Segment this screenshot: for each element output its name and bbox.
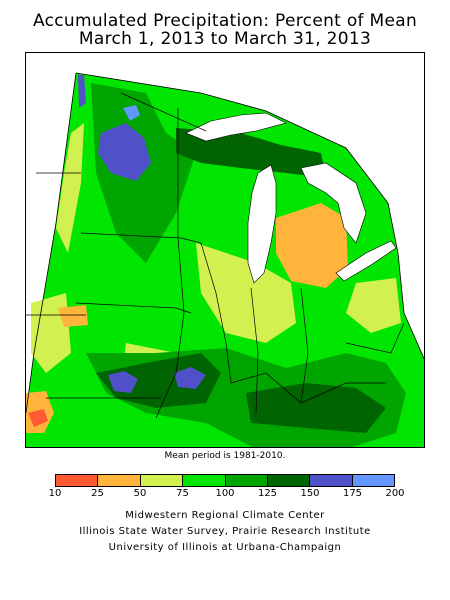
dark-green-region-north (176, 128, 326, 178)
orange-region-iowa (58, 305, 88, 327)
legend-tick: 100 (215, 488, 235, 499)
legend-swatch-125-150 (267, 475, 311, 486)
precipitation-map-svg (26, 53, 424, 447)
light-blue-region-minnesota (123, 105, 140, 121)
region-outline (26, 72, 424, 414)
outside-northeast (316, 53, 424, 281)
legend-swatch-175-200 (352, 475, 394, 486)
legend-tick: 175 (342, 488, 363, 499)
purple-region-missouri-2 (174, 367, 206, 389)
purple-region-north-tip (78, 75, 86, 108)
legend-tick: 10 (48, 488, 62, 499)
map-title-line-2: March 1, 2013 to March 31, 2013 (78, 29, 372, 49)
lake-michigan (247, 164, 277, 284)
lake-erie (335, 240, 397, 282)
orange-region-michigan (276, 203, 348, 288)
dark-green-region-southeast (246, 383, 386, 433)
credit-line-3: University of Illinois at Urbana-Champai… (108, 542, 342, 553)
credit-line-2: Illinois State Water Survey, Prairie Res… (79, 526, 371, 537)
lake-huron (300, 162, 367, 244)
color-legend (55, 474, 395, 487)
credit-line-1: Midwestern Regional Climate Center (125, 510, 325, 521)
legend-swatch-150-175 (310, 475, 353, 486)
legend-tick: 25 (91, 488, 104, 499)
legend-tick: 50 (133, 488, 147, 499)
mean-period-note: Mean period is 1981-2010. (164, 451, 286, 461)
precipitation-map (25, 52, 425, 448)
legend-tick: 75 (176, 488, 189, 499)
lake-superior (185, 112, 287, 142)
legend-tick: 125 (257, 488, 278, 499)
map-title-line-1: Accumulated Precipitation: Percent of Me… (32, 11, 418, 31)
legend-swatch-25-50 (98, 475, 141, 486)
purple-region-minnesota (98, 123, 151, 181)
legend-tick: 200 (385, 488, 405, 499)
purple-region-missouri-1 (108, 371, 138, 393)
state-boundaries (26, 92, 405, 419)
light-green-region-east (346, 278, 401, 333)
legend-swatch-50-75 (140, 475, 184, 486)
light-green-region-west (56, 123, 84, 253)
legend-swatch-10-25 (56, 475, 99, 486)
legend-tick: 150 (300, 488, 320, 499)
red-region-southwest (28, 409, 48, 427)
legend-swatch-100-125 (225, 475, 268, 486)
dark-green-region-south (96, 353, 221, 408)
legend-swatch-75-100 (183, 475, 226, 486)
